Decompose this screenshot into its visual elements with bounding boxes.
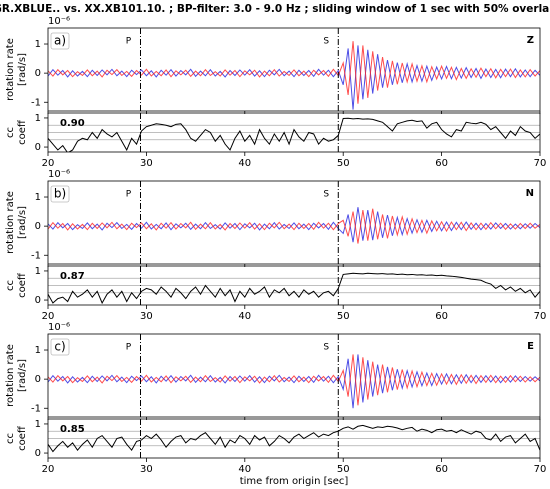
phase-label: S — [323, 343, 329, 353]
x-tick-label: 30 — [140, 158, 153, 169]
x-tick-label: 50 — [337, 311, 350, 322]
y-tick-label: 1 — [35, 266, 41, 277]
y-axis-label: rotation rate — [5, 344, 16, 407]
y-axis-label: [rad/s] — [17, 53, 28, 86]
y-offset-label: 10⁻⁶ — [48, 16, 70, 27]
panel-label-box — [50, 32, 70, 50]
y-tick-label: -1 — [31, 97, 41, 108]
x-axis-label: time from origin [sec] — [240, 476, 349, 487]
y-tick-label: 0 — [35, 295, 41, 306]
y-tick-label: 0 — [35, 448, 41, 459]
y-tick-label: 1 — [35, 419, 41, 430]
y-offset-label: 10⁻⁶ — [48, 169, 70, 180]
y-axis-label: coeff — [17, 272, 28, 298]
y-axis-label: rotation rate — [5, 38, 16, 101]
y-axis-label: rotation rate — [5, 191, 16, 254]
y-axis-label: cc — [5, 127, 16, 138]
panel-label: a) — [54, 34, 66, 48]
y-tick-label: -1 — [31, 250, 41, 261]
x-tick-label: 60 — [435, 464, 448, 475]
axes-frame — [47, 333, 541, 418]
phase-label: P — [126, 343, 132, 353]
x-tick-label: 50 — [337, 464, 350, 475]
phase-label: P — [126, 190, 132, 200]
y-axis-label: [rad/s] — [17, 359, 28, 392]
x-tick-label: 20 — [42, 158, 55, 169]
waveform-line — [48, 354, 540, 409]
axes-frame — [47, 27, 541, 112]
y-offset-label: 10⁻⁶ — [48, 322, 70, 333]
x-tick-label: 20 — [42, 464, 55, 475]
cc-line — [48, 272, 540, 305]
panel-label: c) — [54, 340, 65, 354]
y-axis-label: coeff — [17, 119, 28, 145]
x-tick-label: 40 — [238, 464, 251, 475]
phase-label: S — [323, 190, 329, 200]
y-tick-label: 0 — [35, 221, 41, 232]
y-tick-label: 1 — [35, 113, 41, 124]
x-tick-label: 40 — [238, 311, 251, 322]
panel-label-box — [50, 338, 70, 356]
component-label: Z — [527, 35, 534, 46]
waveform-line — [48, 41, 540, 104]
x-tick-label: 70 — [534, 158, 547, 169]
y-axis-label: [rad/s] — [17, 206, 28, 239]
panel-label-box — [50, 185, 70, 203]
cc-annotation: 0.85 — [60, 424, 85, 435]
y-axis-label: cc — [5, 280, 16, 291]
chart-title: GR.XBLUE.. vs. XX.XB101.10. ; BP-filter:… — [0, 3, 550, 15]
axes-frame — [47, 418, 541, 459]
phase-label: P — [126, 37, 132, 47]
cc-annotation: 0.87 — [60, 271, 85, 282]
x-tick-label: 30 — [140, 311, 153, 322]
x-tick-label: 60 — [435, 311, 448, 322]
y-axis-label: cc — [5, 433, 16, 444]
waveform-line — [48, 207, 540, 243]
waveform-line — [48, 208, 540, 244]
y-tick-label: 1 — [35, 345, 41, 356]
panel-label: b) — [54, 187, 66, 201]
x-tick-label: 30 — [140, 464, 153, 475]
phase-label: S — [323, 37, 329, 47]
cc-line — [48, 117, 540, 152]
x-tick-label: 70 — [534, 311, 547, 322]
y-tick-label: -1 — [31, 403, 41, 414]
x-tick-label: 20 — [42, 311, 55, 322]
y-tick-label: 0 — [35, 142, 41, 153]
axes-frame — [47, 180, 541, 265]
x-tick-label: 40 — [238, 158, 251, 169]
x-tick-label: 60 — [435, 158, 448, 169]
component-label: N — [526, 188, 534, 199]
y-tick-label: 0 — [35, 374, 41, 385]
y-tick-label: 0 — [35, 68, 41, 79]
y-axis-label: coeff — [17, 425, 28, 451]
cc-line — [48, 424, 540, 453]
axes-frame — [47, 265, 541, 306]
waveform-line — [48, 45, 540, 110]
y-tick-label: 1 — [35, 39, 41, 50]
waveform-line — [48, 354, 540, 406]
component-label: E — [527, 341, 534, 352]
x-tick-label: 70 — [534, 464, 547, 475]
cc-annotation: 0.90 — [60, 118, 85, 129]
x-tick-label: 50 — [337, 158, 350, 169]
axes-frame — [47, 112, 541, 153]
y-tick-label: 1 — [35, 192, 41, 203]
